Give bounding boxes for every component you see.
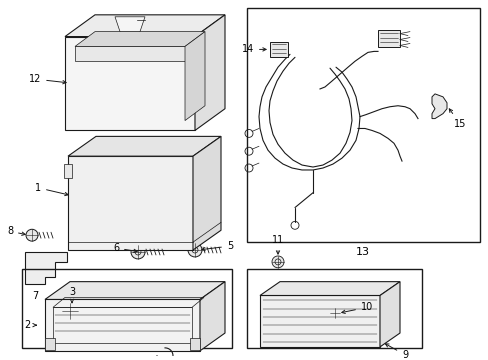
Polygon shape <box>195 15 224 130</box>
Text: 8: 8 <box>7 226 25 236</box>
Text: 12: 12 <box>29 74 66 84</box>
Text: 7: 7 <box>32 292 38 301</box>
Circle shape <box>271 256 284 268</box>
Polygon shape <box>75 46 184 61</box>
Text: 5: 5 <box>202 241 233 251</box>
Text: 1: 1 <box>35 183 68 196</box>
Polygon shape <box>184 32 204 121</box>
Bar <box>190 338 200 350</box>
Polygon shape <box>25 252 67 284</box>
Bar <box>22 269 231 348</box>
Polygon shape <box>45 300 200 351</box>
Text: 4: 4 <box>0 359 1 360</box>
Circle shape <box>125 139 139 153</box>
Circle shape <box>131 245 145 259</box>
Bar <box>45 338 55 350</box>
Polygon shape <box>193 136 221 250</box>
Circle shape <box>62 303 78 319</box>
Polygon shape <box>75 32 204 46</box>
Bar <box>246 269 421 348</box>
Circle shape <box>180 144 187 151</box>
Polygon shape <box>379 282 399 347</box>
Bar <box>246 8 479 242</box>
Circle shape <box>162 144 169 151</box>
Polygon shape <box>260 296 379 347</box>
Circle shape <box>26 229 38 241</box>
Polygon shape <box>68 156 193 250</box>
Text: 11: 11 <box>271 235 284 254</box>
Circle shape <box>197 144 204 151</box>
Polygon shape <box>65 15 224 37</box>
Circle shape <box>95 138 109 151</box>
Circle shape <box>128 142 136 150</box>
Text: 2: 2 <box>24 320 36 330</box>
Circle shape <box>98 140 106 148</box>
Text: 9: 9 <box>385 344 407 360</box>
Circle shape <box>187 243 202 257</box>
Polygon shape <box>260 282 399 296</box>
Bar <box>377 30 399 48</box>
Text: 6: 6 <box>113 243 137 253</box>
Text: 14: 14 <box>241 44 265 54</box>
Polygon shape <box>431 94 446 118</box>
Polygon shape <box>115 17 145 32</box>
Text: 10: 10 <box>341 302 372 314</box>
Bar <box>269 41 287 57</box>
Text: 15: 15 <box>448 109 465 129</box>
Polygon shape <box>45 282 224 300</box>
Polygon shape <box>65 37 195 130</box>
Bar <box>64 164 72 178</box>
Text: 13: 13 <box>355 247 369 257</box>
Polygon shape <box>68 136 221 156</box>
Text: 3: 3 <box>69 287 75 303</box>
Polygon shape <box>200 282 224 351</box>
Circle shape <box>329 308 339 318</box>
